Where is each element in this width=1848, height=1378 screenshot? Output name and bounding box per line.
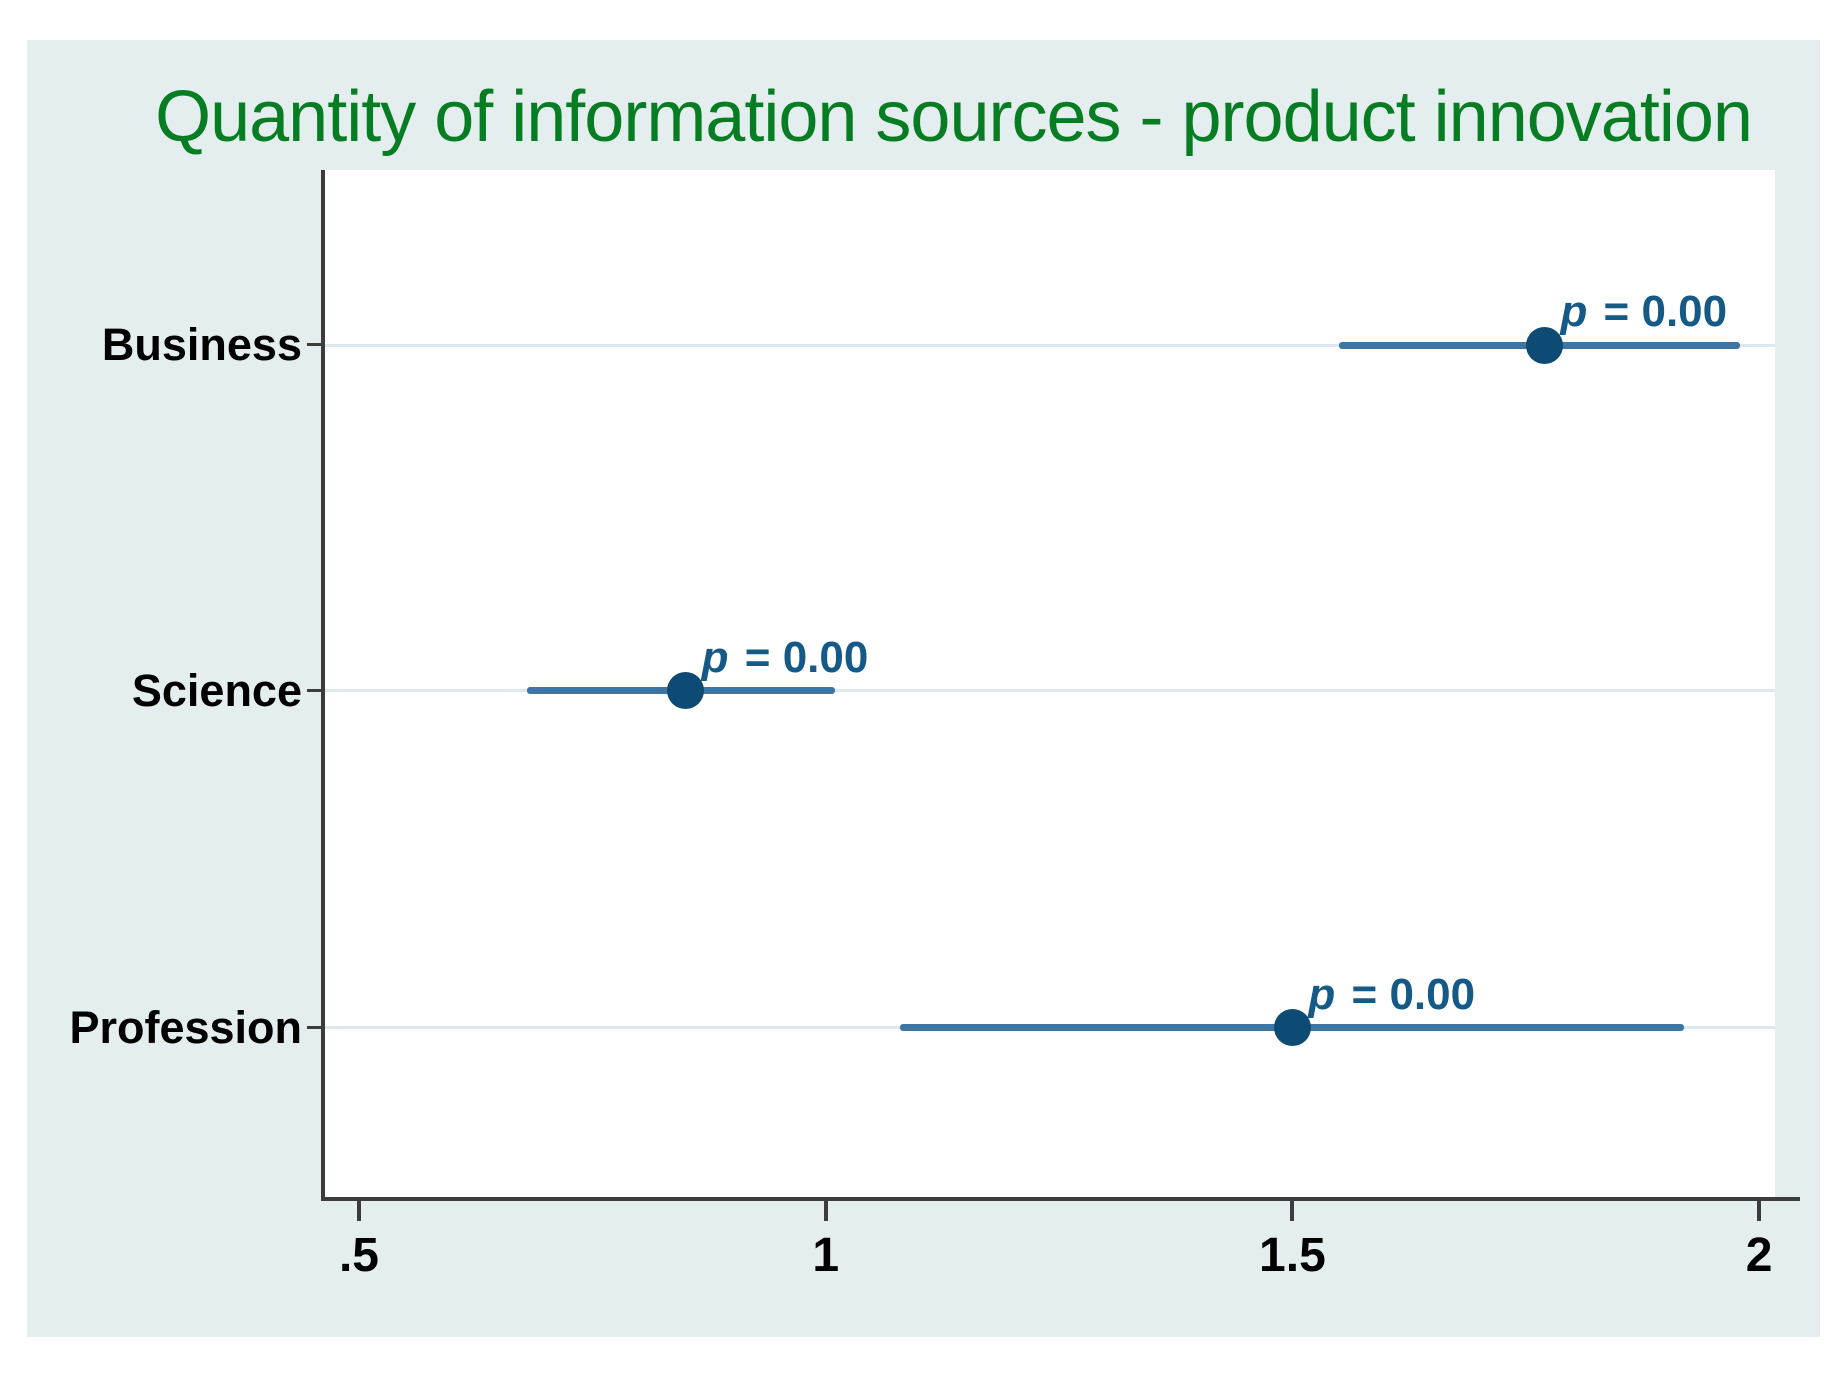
- x-axis-tick-label: 1: [812, 1229, 840, 1282]
- x-axis-line: [321, 1197, 1800, 1201]
- x-tick: [823, 1201, 828, 1221]
- y-axis-category-label: Profession: [69, 1001, 302, 1053]
- y-axis-line: [321, 170, 325, 1201]
- x-tick: [356, 1201, 361, 1221]
- y-gridline: [325, 343, 1775, 347]
- x-axis-tick-label: 2: [1745, 1229, 1773, 1282]
- y-tick: [307, 1025, 321, 1029]
- y-tick: [307, 688, 321, 692]
- point-estimate-marker: [667, 672, 705, 710]
- x-axis-tick-label: 1.5: [1259, 1229, 1326, 1282]
- x-tick: [1757, 1201, 1762, 1221]
- p-value-label: p = 0.00: [1308, 969, 1476, 1019]
- p-value-label: p = 0.00: [701, 632, 869, 682]
- p-symbol-italic: p: [701, 632, 729, 682]
- chart-title: Quantity of information sources - produc…: [155, 77, 1753, 157]
- p-symbol-italic: p: [1308, 969, 1336, 1019]
- point-estimate-marker: [1525, 326, 1563, 364]
- p-value-label: p = 0.00: [1560, 287, 1728, 336]
- point-estimate-marker: [1273, 1009, 1311, 1047]
- y-axis-category-label: Business: [101, 319, 302, 370]
- plot-region: [325, 170, 1775, 1197]
- p-symbol-italic: p: [1560, 287, 1588, 336]
- y-tick: [307, 343, 321, 346]
- x-axis-tick-label: .5: [338, 1229, 379, 1282]
- y-gridline: [325, 689, 1775, 693]
- y-axis-category-label: Science: [131, 664, 302, 716]
- x-tick: [1290, 1201, 1295, 1221]
